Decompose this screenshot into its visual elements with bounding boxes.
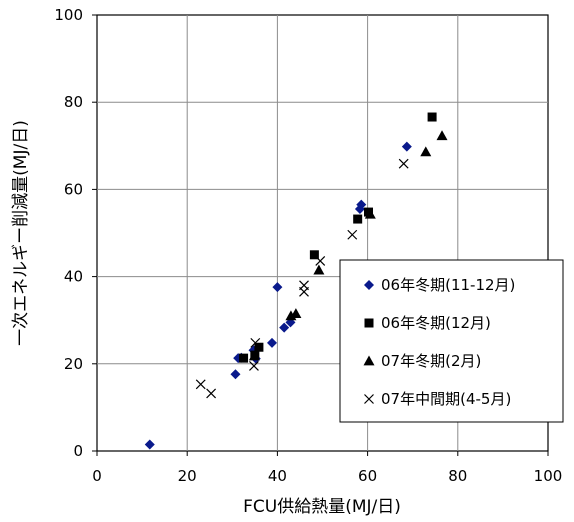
data-point-x [249,361,259,371]
data-point-diamond [279,322,290,333]
legend-label: 07年中間期(4-5月) [381,390,511,408]
legend-label: 07年冬期(2月) [381,352,481,370]
legend-marker-square [364,318,374,328]
data-point-square [309,250,319,260]
x-axis-ticks: 0 20 40 60 80 100 [92,451,562,485]
data-points [144,112,448,450]
y-tick-label: 80 [64,93,83,111]
data-point-x [206,388,217,399]
data-point-triangle [364,208,376,219]
data-point-x [315,255,326,266]
data-point-diamond [144,439,155,450]
data-point-triangle [420,146,432,157]
data-point-x [398,158,409,169]
y-tick-label: 100 [54,6,83,24]
data-point-x [299,280,309,291]
data-point-triangle [436,130,448,141]
legend-label: 06年冬期(11-12月) [381,276,515,294]
y-axis-ticks: 0 20 40 60 80 100 [54,6,97,460]
data-point-triangle [313,264,325,275]
data-point-diamond [272,282,283,293]
data-point-x [195,379,206,390]
data-point-diamond [356,199,367,210]
data-point-triangle [248,350,260,361]
y-tick-label: 20 [64,355,83,373]
data-point-square [353,214,363,224]
data-point-diamond [401,141,412,152]
x-tick-label: 40 [268,467,287,485]
x-axis-title: FCU供給熱量(MJ/日) [243,497,401,517]
data-point-triangle [290,308,302,319]
legend-marker-diamond [364,280,374,290]
data-point-square [239,353,249,363]
x-tick-label: 100 [534,467,563,485]
y-tick-label: 40 [64,268,83,286]
y-tick-label: 0 [73,442,83,460]
x-tick-label: 0 [92,467,102,485]
legend-box [339,259,564,423]
x-tick-label: 80 [448,467,467,485]
y-axis-title: 一次エネルギー削減量(MJ/日) [11,120,31,346]
legend-label: 06年冬期(12月) [381,314,491,332]
x-tick-label: 20 [178,467,197,485]
x-tick-label: 60 [358,467,377,485]
data-point-diamond [230,369,241,380]
legend: 06年冬期(11-12月) 06年冬期(12月) 07年冬期(2月) 07年中間期(4… [339,259,564,423]
legend-marker-triangle [363,355,375,366]
y-tick-label: 60 [64,180,83,198]
data-point-x [347,229,358,240]
data-point-square [427,112,437,122]
data-point-diamond [266,337,277,348]
legend-marker-x [364,394,374,404]
data-point-x [250,337,261,348]
